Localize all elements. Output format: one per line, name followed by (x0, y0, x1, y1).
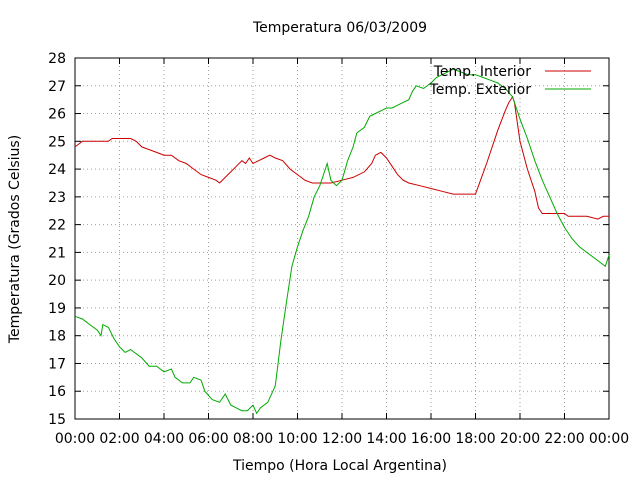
x-tick-label: 08:00 (233, 431, 273, 447)
x-tick-label: 14:00 (366, 431, 406, 447)
y-tick-label: 23 (48, 190, 66, 206)
legend-label: Temp. Exterior (429, 82, 532, 98)
y-tick-label: 24 (48, 162, 66, 178)
y-tick-label: 20 (48, 273, 66, 289)
x-tick-label: 04:00 (144, 431, 184, 447)
x-tick-label: 06:00 (188, 431, 228, 447)
x-axis-label: Tiempo (Hora Local Argentina) (232, 458, 447, 474)
legend-label: Temp. Interior (433, 64, 532, 80)
y-tick-label: 19 (48, 301, 66, 317)
x-tick-label: 16:00 (411, 431, 451, 447)
plot-frame (74, 57, 610, 420)
x-tick-label: 00:00 (589, 431, 629, 447)
y-tick-label: 27 (48, 79, 66, 95)
y-tick-label: 26 (48, 107, 66, 123)
legend: Temp. Interior Temp. Exterior (429, 64, 591, 98)
y-tick-label: 18 (48, 329, 66, 345)
y-axis-label: Temperatura (Grados Celsius) (7, 135, 23, 344)
x-tick-label: 10:00 (277, 431, 317, 447)
chart-title: Temperatura 06/03/2009 (252, 20, 427, 36)
y-tick-label: 17 (48, 356, 66, 372)
y-tick-label: 25 (48, 134, 66, 150)
x-tick-label: 12:00 (322, 431, 362, 447)
x-tick-label: 20:00 (500, 431, 540, 447)
y-tick-label: 15 (48, 412, 66, 428)
series-group (74, 68, 610, 415)
grid (75, 58, 609, 419)
x-tick-label: 00:00 (55, 431, 95, 447)
x-tick-label: 22:00 (544, 431, 584, 447)
y-tick-label: 16 (48, 384, 66, 400)
x-tick-label: 18:00 (455, 431, 495, 447)
x-tick-label: 02:00 (99, 431, 139, 447)
x-axis-ticks: 00:00 02:00 04:00 06:00 08:00 10:00 12:00 14:00… (55, 58, 629, 447)
y-tick-label: 28 (48, 51, 66, 67)
series-line-exterior (74, 68, 610, 415)
y-tick-label: 21 (48, 245, 66, 261)
y-tick-label: 22 (48, 218, 66, 234)
y-axis-ticks: 15 16 17 18 19 20 21 22 23 24 25 26 27 28 (48, 51, 609, 428)
